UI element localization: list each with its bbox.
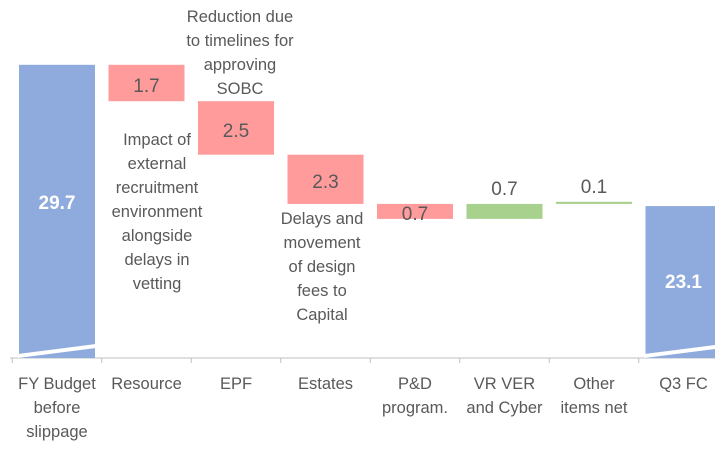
total-label: 29.7 — [38, 192, 76, 214]
value-label: 1.7 — [133, 76, 160, 97]
bar — [556, 201, 632, 204]
value-label: 2.3 — [312, 172, 339, 194]
bar — [287, 154, 364, 204]
bar — [377, 203, 453, 219]
value-label: 0.7 — [491, 178, 518, 200]
annotation: Delays and movement of design fees to Ca… — [280, 210, 364, 324]
x-tick-label: P&D program. — [381, 375, 449, 417]
bar — [108, 64, 185, 102]
total-label: 23.1 — [665, 271, 702, 293]
annotation: Impact of external recruitment environme… — [111, 131, 203, 293]
value-label: 0.7 — [401, 204, 429, 226]
x-tick-label: FY Budget before slippage — [18, 375, 96, 441]
value-label: 0.1 — [580, 176, 608, 198]
x-tick-label: Q3 FC — [659, 375, 708, 393]
axis-break — [644, 344, 715, 358]
x-tick-label: Estates — [297, 375, 354, 393]
bar — [645, 206, 715, 358]
bar — [19, 64, 95, 358]
bar — [466, 203, 543, 219]
x-tick-label: Resource — [111, 375, 182, 393]
x-tick-label: VR VER and Cyber — [466, 375, 543, 417]
bar — [198, 101, 274, 155]
axis-break — [18, 344, 96, 358]
annotation: Reduction due to timelines for approving… — [186, 8, 294, 98]
x-tick-label: Other items net — [560, 375, 628, 417]
value-label: 2.5 — [222, 120, 250, 142]
x-tick-label: EPF — [219, 375, 253, 393]
